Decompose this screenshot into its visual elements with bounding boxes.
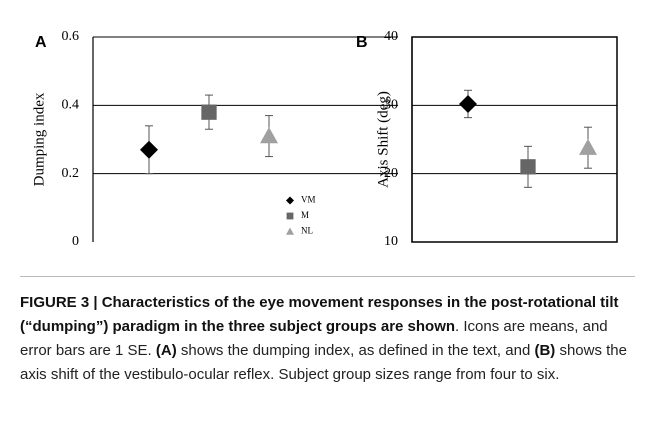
legend-marker [286, 227, 294, 235]
y-tick-label: 40 [384, 29, 398, 44]
y-tick-label: 0.2 [62, 166, 80, 181]
legend-label: NL [301, 226, 313, 236]
caption-text: shows the axis shift of the vestibulo-oc… [20, 342, 627, 383]
point [579, 138, 597, 155]
point [140, 140, 158, 159]
y-tick-label: 0 [72, 234, 79, 249]
separator [20, 276, 635, 277]
caption-bold: FIGURE 3 | Characteristics of the eye mo… [20, 294, 619, 335]
y-tick-label: 0.6 [62, 29, 80, 44]
legend-marker [286, 212, 294, 220]
y-tick-label: 20 [384, 166, 398, 181]
caption-bold: (B) [534, 342, 556, 359]
panel-label: B [356, 34, 368, 51]
caption: FIGURE 3 | Characteristics of the eye mo… [20, 291, 638, 387]
point [260, 127, 278, 144]
legend-label: VM [301, 195, 316, 205]
y-axis-label: Dumping index [31, 92, 47, 186]
y-tick-label: 10 [384, 234, 398, 249]
figure: A Dumping index 0 0.2 0.4 0.6 VM M NL B Axis Shift… [31, 29, 618, 249]
caption-bold: (A) [155, 342, 177, 359]
caption-text: . Icons are means, and error bars are 1 … [20, 318, 608, 359]
y-axis-label: Axis Shift (deg) [375, 91, 391, 188]
y-tick-label: 0.4 [62, 98, 80, 113]
y-tick-label: 30 [384, 98, 398, 113]
legend-marker [286, 196, 294, 205]
point [201, 104, 217, 120]
caption-text: shows the dumping index, as defined in t… [176, 342, 535, 359]
point [459, 94, 477, 113]
point [520, 159, 536, 175]
legend-label: M [301, 210, 309, 220]
panel-label: A [35, 34, 47, 51]
plot-box [411, 36, 618, 243]
